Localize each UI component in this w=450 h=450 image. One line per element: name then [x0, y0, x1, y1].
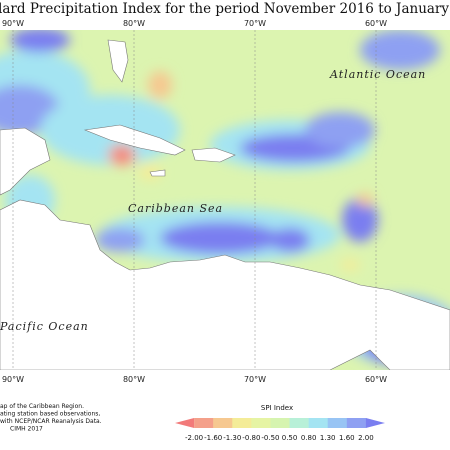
legend-swatch [289, 418, 309, 428]
legend-tick-label: 1.60 [339, 434, 355, 442]
legend-swatch [175, 418, 195, 428]
lon-label: 90°W [2, 19, 24, 28]
legend-tick-label: 1.30 [320, 434, 336, 442]
jamaica [149, 169, 166, 177]
legend-swatch [213, 418, 233, 428]
lon-label: 70°W [244, 19, 266, 28]
legend-swatch [308, 418, 329, 428]
yucatan [0, 127, 51, 196]
legend-swatch [270, 418, 290, 428]
lon-label: 80°W [123, 19, 145, 28]
sea-label: Caribbean Sea [128, 202, 223, 215]
lon-label: 80°W [123, 375, 145, 384]
note-line: ap of the Caribbean Region. [0, 403, 84, 410]
legend-swatch [194, 418, 214, 428]
south-central-america [0, 199, 450, 370]
florida [107, 39, 129, 83]
legend-swatch [327, 418, 348, 428]
legend-tick-label: -1.30 [223, 434, 241, 442]
map-title: Standard Precipitation Index for the per… [0, 1, 450, 17]
legend-tick-label: -0.80 [242, 434, 260, 442]
legend-tick-label: -0.50 [261, 434, 279, 442]
legend-swatch [365, 418, 385, 428]
legend-tick-label: 2.00 [358, 434, 374, 442]
legend-swatch [251, 418, 271, 428]
legend-tick-label: 0.80 [301, 434, 317, 442]
graticule [12, 30, 377, 370]
ocean-label: Atlantic Ocean [329, 68, 426, 81]
lon-label: 60°W [365, 19, 387, 28]
note-line: CIMH 2017 [10, 426, 43, 433]
note-line: ating station based observations, [0, 411, 100, 418]
legend-swatch [232, 418, 252, 428]
legend-title: SPI Index [261, 404, 293, 412]
legend-tick-label: -2.00 [185, 434, 203, 442]
lon-label: 70°W [244, 375, 266, 384]
lon-label: 90°W [2, 375, 24, 384]
land [0, 39, 450, 370]
hispaniola [191, 147, 236, 163]
spi-field: Atlantic Ocean Caribbean Sea Pacific Oce… [0, 30, 450, 370]
legend-tick-label: 0.50 [282, 434, 298, 442]
cuba [83, 124, 186, 156]
legend-tick-label: -1.60 [204, 434, 222, 442]
lon-label: 60°W [365, 375, 387, 384]
note-line: with NCEP/NCAR Reanalysis Data. [0, 418, 102, 425]
ocean-label: Pacific Ocean [0, 320, 89, 333]
legend-swatch [346, 418, 367, 428]
